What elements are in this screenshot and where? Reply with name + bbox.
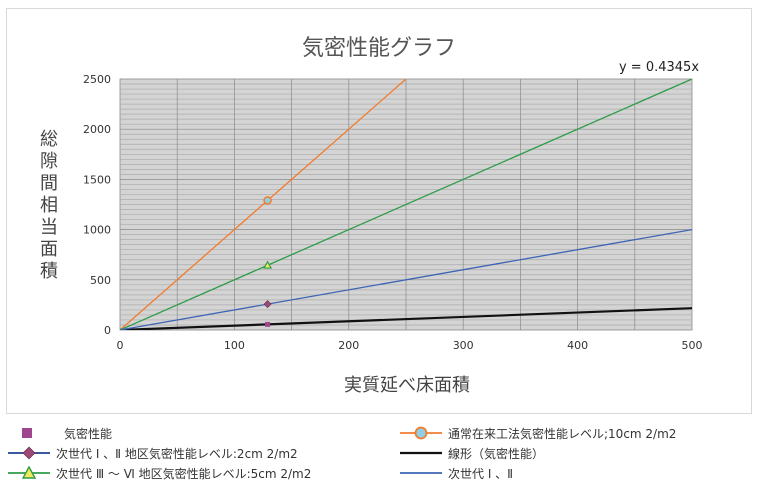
legend-item: 次世代 Ⅰ 、Ⅱ — [398, 464, 513, 482]
y-tick-label: 500 — [90, 274, 111, 287]
y-axis-title-char: 隙 — [40, 151, 58, 172]
legend-swatch — [8, 466, 50, 479]
legend-item: 通常在来工法気密性能レベル;10cm 2/m2 — [398, 424, 676, 442]
legend-item: 線形（気密性能） — [398, 444, 544, 462]
x-tick-label: 500 — [682, 339, 703, 352]
y-tick-label: 2000 — [83, 123, 111, 136]
legend-swatch — [22, 428, 32, 438]
y-axis-title-char: 間 — [40, 173, 58, 194]
x-tick-labels: 0 100 200 300 400 500 — [117, 339, 703, 352]
y-tick-labels: 0 500 1000 1500 2000 2500 — [83, 73, 111, 337]
legend-item: 次世代 Ⅰ 、Ⅱ 地区気密性能レベル:2cm 2/m2 — [6, 444, 298, 462]
legend-label: 次世代 Ⅲ 〜 Ⅵ 地区気密性能レベル:5cm 2/m2 — [56, 466, 312, 481]
y-axis-title-char: 積 — [40, 261, 58, 282]
legend-item: 気密性能 — [20, 424, 112, 442]
legend-label: 線形（気密性能） — [448, 446, 545, 461]
legend-label: 次世代 Ⅰ 、Ⅱ — [448, 466, 514, 481]
data-point-2 — [263, 300, 272, 309]
legend-swatch — [400, 472, 442, 474]
x-tick-label: 200 — [338, 339, 359, 352]
legend-item: 次世代 Ⅲ 〜 Ⅵ 地区気密性能レベル:5cm 2/m2 — [6, 464, 311, 482]
legend-swatch — [8, 446, 50, 460]
x-tick-label: 400 — [567, 339, 588, 352]
y-tick-label: 1500 — [83, 173, 111, 186]
y-tick-label: 1000 — [83, 224, 111, 237]
chart-svg: 気密性能グラフ 0 500 1000 1500 2000 2500 0 100 200 300 4… — [40, 36, 703, 396]
chart-title: 気密性能グラフ — [302, 36, 456, 61]
y-tick-label: 0 — [104, 324, 111, 337]
y-tick-label: 2500 — [83, 73, 111, 86]
y-axis-title-char: 相 — [40, 195, 58, 216]
marker-layer — [263, 196, 273, 327]
legend-label: 気密性能 — [64, 426, 113, 441]
x-tick-label: 0 — [117, 339, 124, 352]
x-axis-title: 実質延べ床面積 — [344, 375, 470, 396]
legend-swatch — [400, 451, 442, 455]
series-line-3 — [120, 307, 692, 330]
chart-frame: 気密性能グラフ 0 500 1000 1500 2000 2500 0 100 200 300 4… — [6, 8, 752, 414]
legend-label: 通常在来工法気密性能レベル;10cm 2/m2 — [448, 426, 677, 441]
x-tick-label: 100 — [224, 339, 245, 352]
y-axis-title-char: 面 — [40, 239, 58, 260]
data-point-4 — [263, 260, 273, 269]
data-point-0 — [265, 321, 271, 327]
legend-swatch — [400, 426, 442, 440]
trendline-equation: y = 0.4345x — [619, 60, 699, 75]
x-tick-label: 300 — [453, 339, 474, 352]
legend-label: 次世代 Ⅰ 、Ⅱ 地区気密性能レベル:2cm 2/m2 — [56, 446, 298, 461]
y-axis-title-char: 総 — [40, 129, 58, 150]
data-point-1 — [263, 196, 272, 205]
series-line-5 — [120, 228, 692, 330]
y-axis-title-char: 当 — [40, 217, 58, 238]
legend: 気密性能 通常在来工法気密性能レベル;10cm 2/m2 次世代 Ⅰ 、Ⅱ 地区気密… — [6, 420, 750, 492]
